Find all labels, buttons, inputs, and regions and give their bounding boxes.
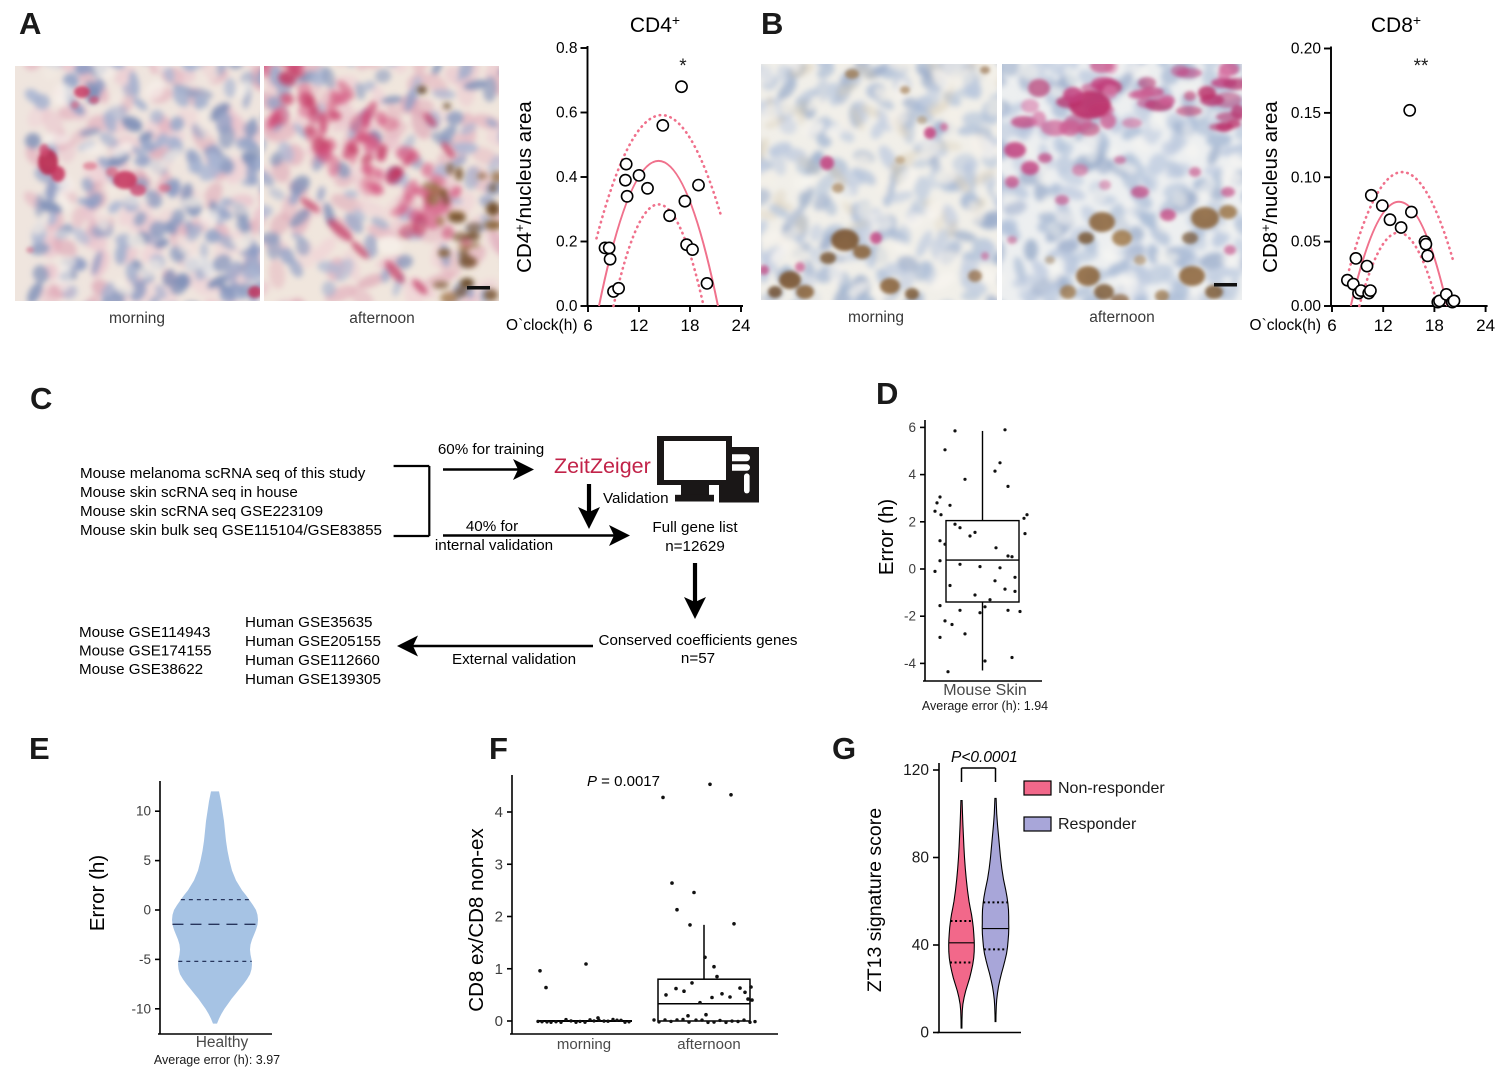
svg-text:0.05: 0.05	[1291, 234, 1321, 251]
svg-text:-5: -5	[139, 952, 151, 967]
svg-text:0.4: 0.4	[556, 169, 578, 186]
svg-text:D: D	[876, 376, 898, 411]
svg-text:-2: -2	[904, 609, 916, 624]
svg-text:n=57: n=57	[681, 650, 715, 667]
svg-text:Average error (h): 1.94: Average error (h): 1.94	[922, 699, 1048, 713]
svg-text:External validation: External validation	[452, 651, 576, 668]
svg-text:18: 18	[681, 316, 700, 335]
svg-text:0: 0	[143, 903, 151, 918]
svg-text:-4: -4	[904, 656, 916, 671]
svg-text:40: 40	[912, 937, 930, 954]
svg-text:E: E	[29, 731, 50, 766]
svg-text:Validation: Validation	[603, 490, 669, 507]
svg-text:O`clock(h): O`clock(h)	[1250, 317, 1321, 334]
svg-text:-10: -10	[131, 1001, 151, 1016]
svg-text:P<0.0001: P<0.0001	[951, 749, 1018, 766]
svg-text:Error (h): Error (h)	[86, 855, 109, 931]
svg-text:3: 3	[495, 856, 503, 873]
svg-text:24: 24	[1476, 316, 1495, 335]
svg-text:F: F	[489, 731, 508, 766]
svg-text:Mouse melanoma scRNA seq of th: Mouse melanoma scRNA seq of this study	[80, 465, 366, 482]
svg-text:Non-responder: Non-responder	[1058, 780, 1165, 797]
svg-text:6: 6	[908, 420, 916, 435]
svg-text:0.6: 0.6	[556, 105, 578, 122]
svg-text:10: 10	[136, 804, 151, 819]
svg-text:0.20: 0.20	[1291, 41, 1322, 58]
svg-text:Human GSE139305: Human GSE139305	[245, 671, 381, 688]
svg-text:afternoon: afternoon	[1089, 309, 1155, 326]
svg-text:CD8+/nucleus area: CD8+/nucleus area	[1258, 101, 1282, 273]
svg-text:120: 120	[903, 762, 929, 779]
svg-text:6: 6	[1327, 316, 1336, 335]
svg-text:0.8: 0.8	[556, 40, 578, 57]
svg-text:CD8 ex/CD8 non-ex: CD8 ex/CD8 non-ex	[465, 828, 488, 1012]
svg-text:A: A	[19, 6, 41, 41]
svg-text:Mouse GSE174155: Mouse GSE174155	[79, 643, 212, 660]
svg-text:CD4+/nucleus area: CD4+/nucleus area	[512, 101, 536, 273]
svg-text:*: *	[679, 56, 687, 77]
svg-text:0: 0	[908, 562, 916, 577]
svg-text:0.10: 0.10	[1291, 169, 1322, 186]
svg-text:2: 2	[908, 514, 916, 529]
svg-text:12: 12	[630, 316, 649, 335]
svg-text:P = 0.0017: P = 0.0017	[587, 773, 660, 790]
svg-text:0.00: 0.00	[1291, 298, 1322, 315]
svg-text:Error (h): Error (h)	[875, 499, 898, 575]
svg-text:CD4+: CD4+	[630, 12, 680, 37]
svg-text:5: 5	[143, 853, 151, 868]
svg-text:afternoon: afternoon	[349, 310, 415, 327]
svg-text:Mouse GSE114943: Mouse GSE114943	[79, 624, 210, 641]
svg-text:Human GSE112660: Human GSE112660	[245, 652, 380, 669]
svg-text:Healthy: Healthy	[196, 1034, 249, 1051]
svg-text:B: B	[761, 6, 783, 41]
svg-text:G: G	[832, 731, 856, 766]
svg-text:Mouse skin scRNA seq GSE223109: Mouse skin scRNA seq GSE223109	[80, 503, 323, 520]
svg-text:ZT13 signature score: ZT13 signature score	[864, 808, 886, 992]
svg-text:0.0: 0.0	[556, 298, 578, 315]
svg-text:Human GSE35635: Human GSE35635	[245, 614, 373, 631]
svg-text:0: 0	[920, 1025, 929, 1042]
svg-text:80: 80	[912, 850, 930, 867]
svg-text:Mouse skin bulk seq GSE115104/: Mouse skin bulk seq GSE115104/GSE83855	[80, 522, 382, 539]
svg-text:morning: morning	[848, 309, 904, 326]
svg-text:Mouse Skin: Mouse Skin	[943, 682, 1027, 699]
svg-text:40% for: 40% for	[466, 518, 518, 535]
svg-text:2: 2	[495, 909, 503, 926]
svg-text:internal validation: internal validation	[435, 537, 553, 554]
svg-text:ZeitZeiger: ZeitZeiger	[554, 454, 651, 478]
svg-text:**: **	[1414, 56, 1429, 77]
svg-text:O`clock(h): O`clock(h)	[506, 317, 577, 334]
svg-text:4: 4	[908, 467, 916, 482]
svg-text:Average error (h): 3.97: Average error (h): 3.97	[154, 1053, 280, 1067]
svg-text:C: C	[30, 381, 52, 416]
svg-text:CD8+: CD8+	[1371, 12, 1421, 37]
svg-text:Full gene list: Full gene list	[652, 519, 738, 536]
svg-text:Responder: Responder	[1058, 816, 1137, 833]
svg-text:n=12629: n=12629	[665, 538, 725, 555]
svg-text:60% for training: 60% for training	[438, 441, 544, 458]
svg-text:Human GSE205155: Human GSE205155	[245, 633, 381, 650]
svg-text:Mouse GSE38622: Mouse GSE38622	[79, 661, 203, 678]
svg-text:12: 12	[1374, 316, 1393, 335]
svg-text:24: 24	[732, 316, 751, 335]
svg-text:morning: morning	[557, 1036, 611, 1053]
svg-text:0.15: 0.15	[1291, 105, 1321, 122]
svg-text:Mouse skin scRNA seq in house: Mouse skin scRNA seq in house	[80, 484, 298, 501]
svg-text:6: 6	[583, 316, 592, 335]
svg-text:4: 4	[495, 804, 503, 821]
svg-text:0: 0	[495, 1013, 503, 1030]
svg-text:afternoon: afternoon	[677, 1036, 740, 1053]
svg-text:0.2: 0.2	[556, 234, 578, 251]
svg-text:morning: morning	[109, 310, 165, 327]
svg-text:Conserved coefficients genes: Conserved coefficients genes	[599, 632, 798, 649]
svg-text:18: 18	[1425, 316, 1444, 335]
svg-text:1: 1	[495, 961, 503, 978]
